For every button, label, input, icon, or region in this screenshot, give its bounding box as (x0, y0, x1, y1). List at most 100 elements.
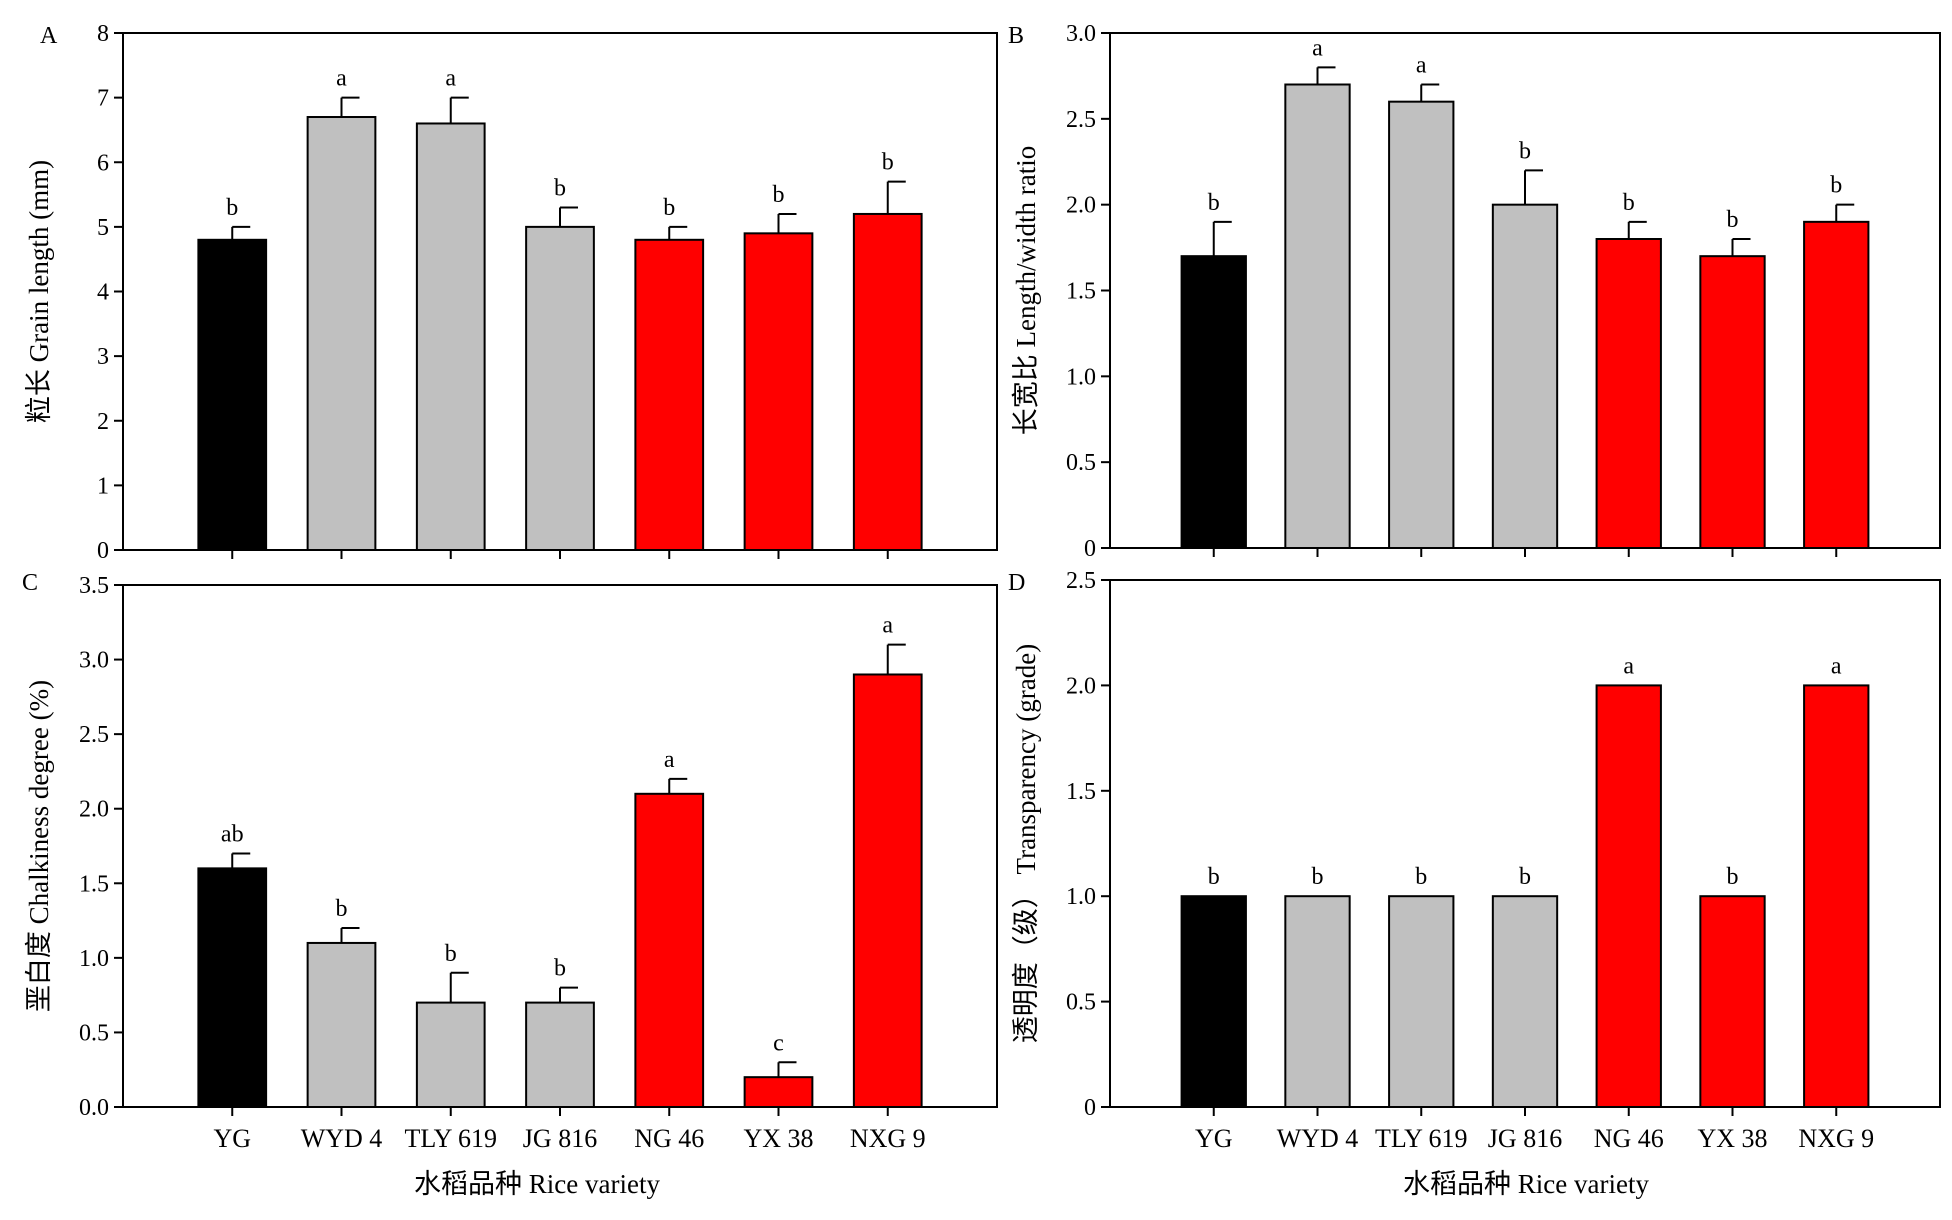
significance-letter: b (1519, 138, 1531, 164)
significance-letter: a (664, 747, 675, 773)
y-tick-label: 1.0 (1066, 884, 1096, 910)
significance-letter: b (445, 941, 457, 967)
y-axis-title: 透明度（级） Transparency (grade) (1011, 644, 1041, 1043)
y-tick-label: 2 (97, 409, 109, 435)
bar (525, 1001, 595, 1108)
bar (1699, 255, 1766, 549)
y-tick-label: 1.5 (1066, 779, 1096, 805)
y-tick-label: 1 (97, 473, 109, 499)
category-label: YX 38 (743, 1124, 813, 1153)
y-tick-label: 3 (97, 344, 109, 370)
x-axis-title-right: 水稻品种 Rice variety (1403, 1169, 1649, 1199)
significance-letter: b (1208, 190, 1220, 216)
y-tick-label: 2.0 (1066, 193, 1096, 219)
significance-letter: a (1312, 35, 1323, 61)
panel-c: C 0.0 0.5 1.0 1.5 2.0 2.5 3.0 3.5 垩白度 Chalkiness … (22, 570, 998, 1153)
y-tick-label: 0.5 (79, 1020, 109, 1046)
y-tick-label: 0 (1084, 1095, 1096, 1121)
panel-label: D (1008, 570, 1025, 596)
bar (415, 122, 486, 551)
bar (634, 238, 705, 552)
y-tick-label: 2.5 (1066, 107, 1096, 133)
significance-letter: a (1831, 653, 1842, 679)
y-tick-label: 3.5 (79, 573, 109, 599)
significance-letter: a (336, 66, 347, 92)
bar (634, 792, 705, 1108)
y-tick-label: 0.5 (1066, 990, 1096, 1016)
significance-letter: b (226, 195, 238, 221)
category-label: YG (1195, 1124, 1233, 1153)
bar (197, 867, 268, 1108)
bar (1699, 895, 1766, 1109)
y-tick-label: 2.5 (79, 722, 109, 748)
bar (743, 232, 814, 551)
bar (197, 238, 268, 552)
panel-label: C (22, 570, 38, 596)
bar (1180, 255, 1247, 549)
y-tick-label: 3.0 (79, 648, 109, 674)
y-tick-label: 1.5 (79, 871, 109, 897)
significance-letter: b (1208, 864, 1220, 890)
bar (1388, 895, 1455, 1109)
y-tick-label: 4 (97, 280, 109, 306)
y-tick-label: 1.5 (1066, 279, 1096, 305)
category-label: YG (213, 1124, 251, 1153)
y-axis-title: 长宽比 Length/width ratio (1011, 146, 1041, 435)
significance-letter: a (1416, 53, 1427, 79)
y-tick-label: 6 (97, 150, 109, 176)
significance-letter: b (1727, 207, 1739, 233)
category-label: JG 816 (523, 1124, 597, 1153)
bar (525, 225, 595, 551)
y-tick-label: 0 (97, 538, 109, 564)
category-label: JG 816 (1488, 1124, 1562, 1153)
bar (1803, 684, 1870, 1109)
category-label: NG 46 (634, 1124, 704, 1153)
category-label: NXG 9 (850, 1124, 926, 1153)
significance-letter: b (554, 175, 566, 201)
significance-letter: b (1312, 864, 1324, 890)
y-tick-label: 2.5 (1066, 568, 1096, 594)
y-tick-label: 2.0 (1066, 673, 1096, 699)
category-label: TLY 619 (1375, 1124, 1467, 1153)
significance-letter: b (1623, 190, 1635, 216)
category-label: WYD 4 (1277, 1124, 1359, 1153)
significance-letter: b (882, 150, 894, 176)
y-axis-title: 粒长 Grain length (mm) (24, 160, 54, 423)
y-tick-label: 2.0 (79, 797, 109, 823)
bar (852, 212, 923, 551)
bar (1595, 238, 1662, 549)
y-tick-label: 5 (97, 215, 109, 241)
panel-label: B (1008, 23, 1024, 49)
y-tick-label: 0.5 (1066, 450, 1096, 476)
bar (1595, 684, 1662, 1109)
category-label: WYD 4 (301, 1124, 383, 1153)
significance-letter: b (1519, 864, 1531, 890)
bar (1491, 895, 1559, 1109)
y-axis-title: 垩白度 Chalkiness degree (%) (24, 680, 54, 1012)
panel-a: A 0 1 2 3 4 5 6 7 8 粒长 Grain length (mm) b a a b b b b (24, 21, 998, 564)
bar (743, 1076, 814, 1108)
significance-letter: b (336, 896, 348, 922)
bar (306, 941, 377, 1109)
category-label: NXG 9 (1798, 1124, 1874, 1153)
bar (306, 116, 377, 551)
bar (1180, 895, 1247, 1109)
category-label: NG 46 (1594, 1124, 1664, 1153)
y-tick-label: 8 (97, 21, 109, 47)
significance-letter: a (882, 613, 893, 639)
bar (1388, 100, 1455, 550)
bar (1284, 83, 1351, 549)
panel-b: B 0 0.5 1.0 1.5 2.0 2.5 3.0 长宽比 Length/width rat… (1008, 21, 1941, 562)
significance-letter: b (1415, 864, 1427, 890)
significance-letter: b (1830, 173, 1842, 199)
significance-letter: b (773, 182, 785, 208)
panel-label: A (40, 23, 58, 49)
x-axis-title-left: 水稻品种 Rice variety (414, 1169, 660, 1199)
y-tick-label: 1.0 (79, 946, 109, 972)
significance-letter: b (554, 956, 566, 982)
significance-letter: b (1727, 864, 1739, 890)
significance-letter: b (663, 195, 675, 221)
bar (415, 1001, 486, 1108)
bar (1803, 220, 1870, 549)
